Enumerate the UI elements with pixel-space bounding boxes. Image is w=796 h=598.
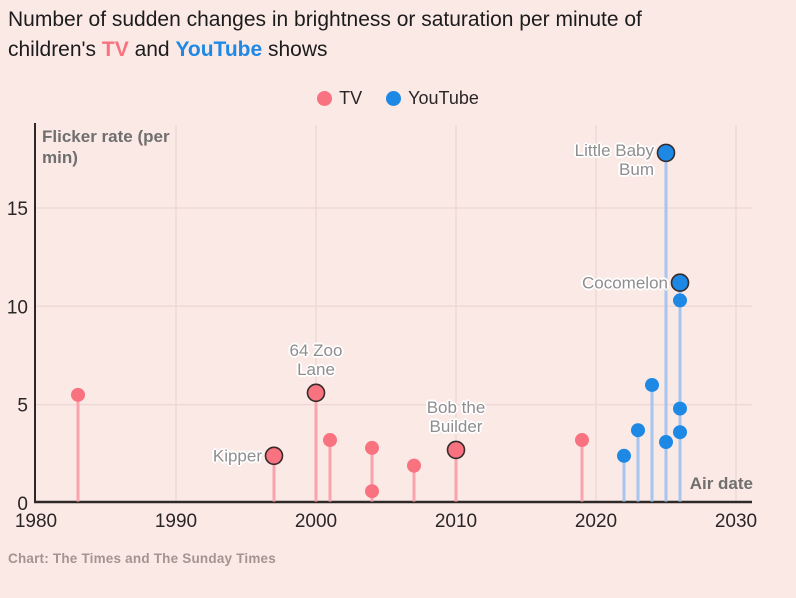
data-point: [365, 440, 379, 455]
youtube-swatch-icon: [386, 91, 402, 106]
data-point: [323, 433, 337, 448]
x-tick-label: 2030: [715, 511, 757, 532]
y-tick-label: 5: [17, 396, 28, 417]
data-point: [670, 273, 690, 292]
x-axis-title: Air date: [689, 474, 753, 493]
legend-label: TV: [339, 88, 363, 108]
point-annotation: Little Baby Bum: [574, 140, 654, 179]
data-point: [673, 293, 687, 308]
data-point: [264, 446, 284, 466]
x-tick-label: 2000: [295, 511, 337, 532]
y-tick-label: 15: [7, 199, 28, 220]
data-point: [407, 458, 421, 473]
title-youtube-accent: YouTube: [175, 38, 263, 61]
data-point: [446, 440, 466, 460]
data-point: [673, 401, 687, 416]
y-tick-label: 0: [17, 494, 28, 515]
data-point: [656, 143, 676, 163]
legend: TV YouTube: [0, 88, 796, 109]
data-point: [575, 433, 589, 448]
data-point: [71, 387, 85, 402]
x-tick-label: 1990: [155, 511, 197, 532]
data-point: [617, 448, 631, 463]
chart-title-text: shows: [262, 38, 328, 61]
point-annotation: Kipper: [212, 446, 262, 466]
data-point: [673, 425, 687, 440]
legend-item-youtube: YouTube: [386, 88, 479, 109]
title-tv-accent: TV: [101, 38, 129, 61]
point-annotation: Cocomelon: [582, 273, 668, 293]
point-annotation: Bob the Builder: [426, 398, 486, 437]
chart-title-text: and: [128, 38, 176, 61]
x-tick-label: 1980: [15, 511, 57, 532]
y-axis-title: Flicker rate (per min): [42, 127, 170, 167]
chart-title: Number of sudden changes in brightness o…: [8, 5, 720, 65]
data-point: [645, 377, 659, 392]
tv-swatch-icon: [317, 91, 333, 106]
legend-item-tv: TV: [317, 88, 362, 109]
data-point: [659, 435, 673, 450]
x-tick-label: 2010: [435, 511, 477, 532]
chart-title-text: Number of sudden changes in brightness o…: [8, 8, 642, 61]
data-point: [306, 383, 326, 403]
data-point: [631, 423, 645, 438]
point-annotation: 64 Zoo Lane: [289, 341, 343, 380]
y-tick-label: 10: [7, 297, 28, 318]
legend-label: YouTube: [408, 88, 479, 108]
data-point: [365, 484, 379, 499]
x-tick-label: 2020: [575, 511, 617, 532]
source-credit: Chart: The Times and The Sunday Times: [8, 551, 276, 566]
